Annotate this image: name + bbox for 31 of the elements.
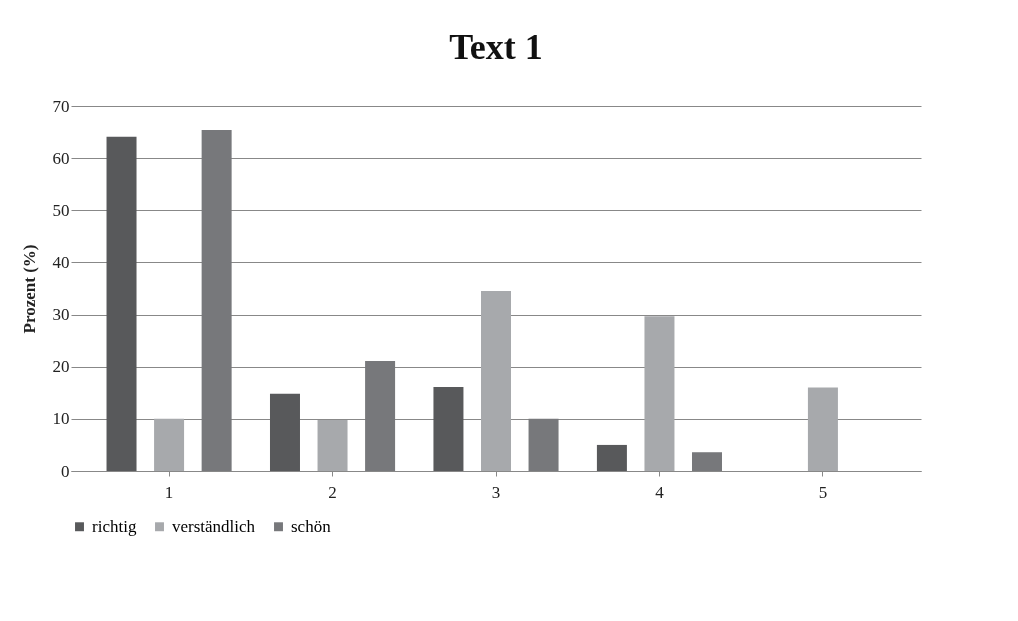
y-tick-label: 30 [52,305,70,325]
y-tick-label: 50 [52,200,70,220]
bar [433,387,464,471]
bar [154,418,185,471]
bar [269,393,300,471]
legend-label: schön [291,516,332,536]
bar [528,418,559,471]
x-tick-label: 5 [818,482,828,502]
bar [807,387,838,471]
bar [201,129,232,471]
legend-label: richtig [92,516,137,536]
legend-label: verständlich [172,516,256,536]
bar [106,136,137,471]
bar [692,452,723,471]
x-tick-label: 1 [164,482,174,502]
bar [317,419,348,471]
x-tick-label: 2 [328,482,337,502]
y-tick-label: 40 [52,252,70,272]
bar [596,444,627,471]
x-tick-label: 3 [491,482,501,502]
y-tick-label: 20 [52,357,70,377]
y-tick-label: 10 [52,409,70,429]
y-tick-label: 70 [52,96,70,116]
y-tick-label: 0 [61,461,70,481]
x-tick-label: 4 [655,482,665,502]
bar [481,291,511,471]
bar [644,316,675,471]
y-tick-label: 60 [52,148,70,168]
chart-title: Text 1 [449,27,543,67]
bar [365,360,396,471]
y-axis-title: Prozent (%) [19,244,39,334]
